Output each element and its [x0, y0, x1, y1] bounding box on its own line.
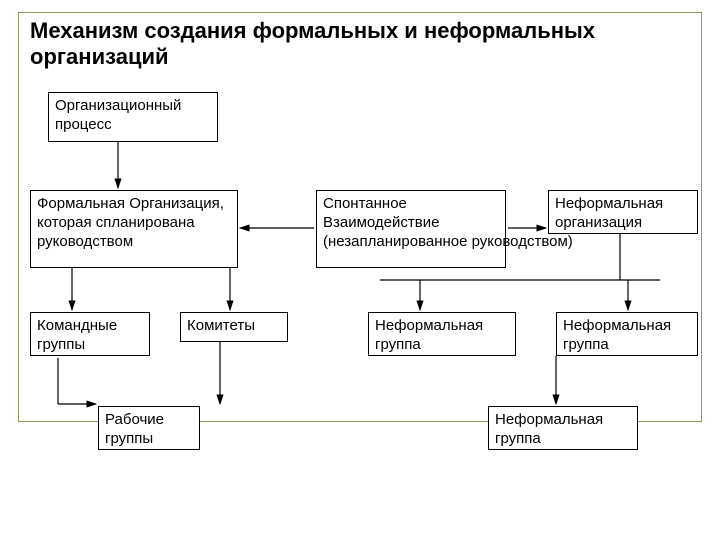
- node-spontaneous: Спонтанное Взаимодействие (незапланирова…: [316, 190, 506, 268]
- node-committees: Комитеты: [180, 312, 288, 342]
- node-informal-g3: Неформальная группа: [488, 406, 638, 450]
- node-command-groups: Командные группы: [30, 312, 150, 356]
- node-formal-org: Формальная Организация, которая спланиро…: [30, 190, 238, 268]
- node-informal-g1: Неформальная группа: [368, 312, 516, 356]
- node-informal-g2: Неформальная группа: [556, 312, 698, 356]
- node-org-process: Организационный процесс: [48, 92, 218, 142]
- node-informal-org: Неформальная организация: [548, 190, 698, 234]
- slide-title: Механизм создания формальных и неформаль…: [30, 18, 690, 70]
- node-work-groups: Рабочие группы: [98, 406, 200, 450]
